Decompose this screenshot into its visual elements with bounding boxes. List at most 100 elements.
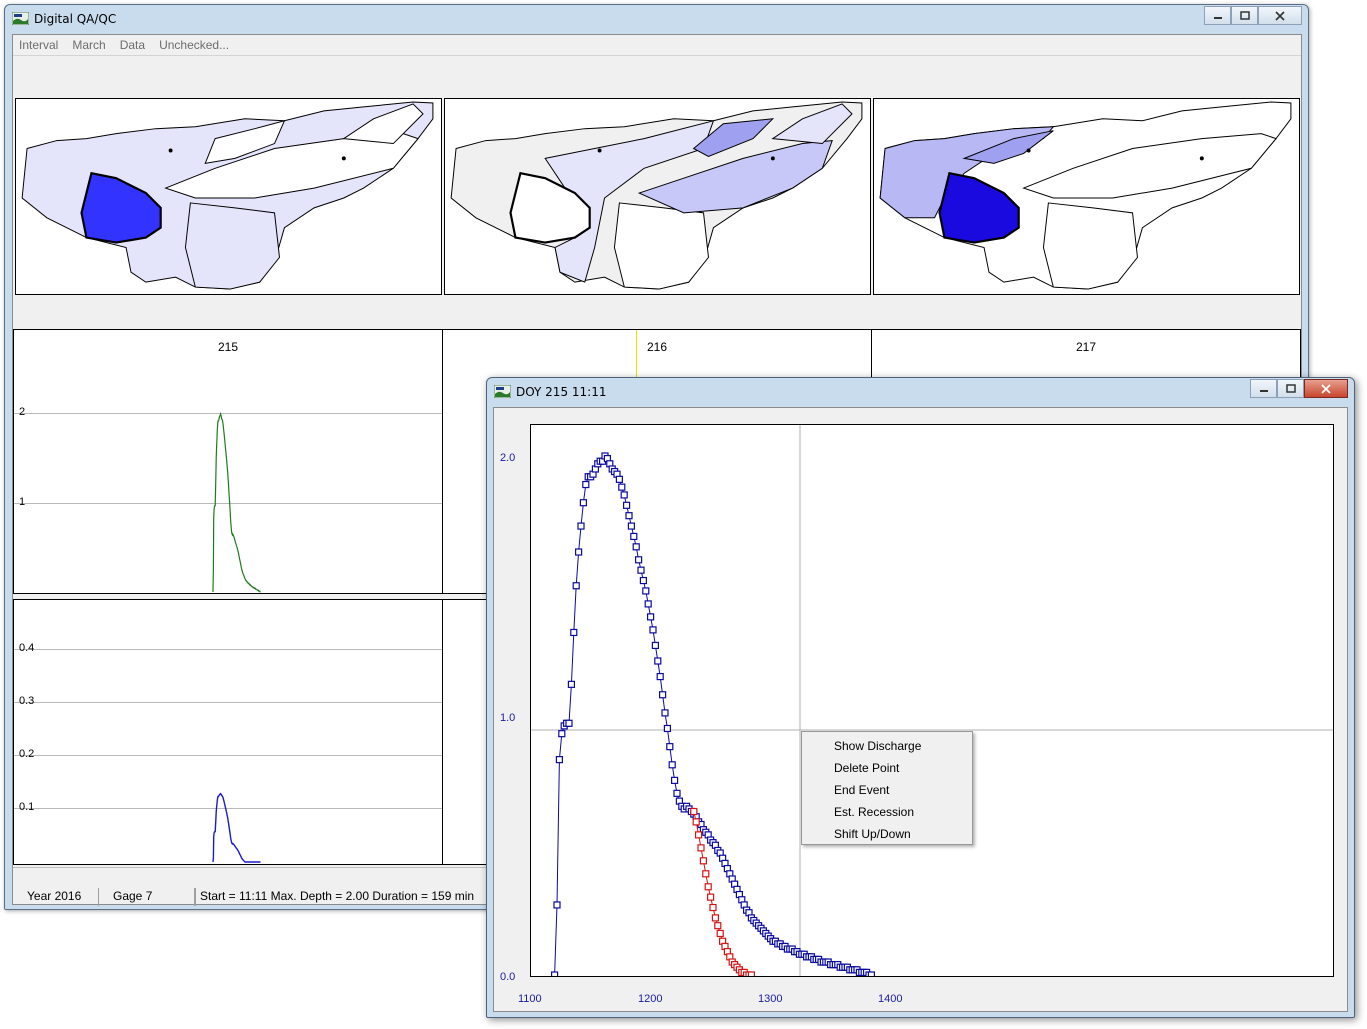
data-point	[646, 613, 655, 621]
data-point	[697, 844, 705, 852]
data-point	[553, 901, 561, 909]
window-title: Digital QA/QC	[34, 12, 117, 26]
menu-interval[interactable]: Interval	[19, 38, 59, 52]
data-point	[615, 475, 624, 483]
data-point	[634, 556, 643, 564]
data-point	[699, 857, 707, 865]
intensity-chart-215[interactable]: 0.4 0.3 0.2 0.1	[13, 599, 443, 865]
data-point	[627, 522, 636, 530]
data-point	[639, 576, 648, 585]
data-point	[651, 641, 660, 650]
close-button[interactable]	[1258, 6, 1302, 25]
data-point	[716, 929, 724, 938]
menu-item-shift-up-down[interactable]: Shift Up/Down	[834, 827, 911, 841]
x-tick-label: 1400	[878, 993, 903, 1005]
minimize-icon	[1213, 16, 1222, 19]
data-point	[565, 719, 573, 727]
data-point	[673, 789, 681, 797]
data-point	[570, 628, 578, 637]
watershed-map-215[interactable]	[15, 98, 442, 295]
close-button[interactable]	[1304, 379, 1348, 398]
data-point	[668, 761, 676, 769]
watershed-map-217[interactable]	[873, 98, 1300, 295]
gridline	[14, 755, 442, 756]
gridline	[14, 413, 442, 414]
usda-logo-icon	[12, 12, 29, 25]
gridline	[14, 702, 442, 703]
day-label: 216	[646, 340, 668, 354]
data-point	[582, 480, 590, 489]
data-point	[622, 501, 631, 509]
hydrograph-dialog: DOY 215 11:11 2.0 1.0 0.0 1100 1200 1300…	[486, 377, 1355, 1018]
data-point	[656, 672, 664, 681]
x-tick-label: 1200	[638, 993, 663, 1005]
y-tick-label: 0.3	[19, 695, 35, 707]
menu-item-delete-point[interactable]: Delete Point	[834, 761, 900, 775]
data-point	[551, 971, 559, 976]
gridline	[14, 503, 442, 504]
menu-data[interactable]: Data	[119, 38, 146, 52]
data-point	[709, 903, 717, 912]
menu-item-end-event[interactable]: End Event	[834, 783, 890, 797]
intensity-trace-215	[212, 792, 261, 863]
data-point	[574, 548, 583, 556]
gridline	[14, 649, 442, 650]
menu-march[interactable]: March	[72, 38, 106, 52]
dialog-title-bar[interactable]: DOY 215 11:11	[487, 378, 1354, 406]
watershed-map-svg	[21, 101, 434, 290]
x-tick-label: 1300	[758, 993, 783, 1005]
y-tick-label: 2	[19, 406, 26, 418]
data-point	[555, 756, 563, 764]
minimize-button[interactable]	[1250, 379, 1277, 398]
maximize-button[interactable]	[1277, 379, 1304, 398]
y-tick-label: 1	[19, 496, 26, 508]
y-tick-label: 0.2	[19, 748, 35, 760]
data-point	[692, 818, 700, 826]
usda-logo-icon	[494, 385, 511, 398]
data-point	[666, 743, 674, 751]
data-point	[747, 971, 755, 976]
data-point	[661, 709, 669, 717]
y-tick-label: 1.0	[500, 712, 516, 724]
data-point	[632, 543, 640, 551]
data-point	[711, 914, 719, 922]
data-point	[659, 691, 667, 699]
menu-unchecked[interactable]: Unchecked...	[159, 38, 230, 52]
data-point	[567, 680, 576, 688]
gage-chart-215[interactable]: 215 2 1	[13, 329, 443, 594]
menu-item-show-discharge[interactable]: Show Discharge	[834, 739, 922, 753]
data-point	[637, 566, 645, 574]
data-point	[620, 491, 628, 499]
data-point	[654, 657, 662, 665]
data-point	[714, 922, 722, 930]
maximize-button[interactable]	[1231, 6, 1258, 25]
status-bar: Year 2016 Gage 7 Start = 11:11 Max. Dept…	[13, 888, 1301, 906]
data-point	[572, 582, 580, 590]
menu-bar: Interval March Data Unchecked...	[13, 35, 1301, 55]
data-point	[577, 522, 585, 530]
hydrograph-svg	[531, 425, 1333, 976]
data-point	[625, 512, 633, 520]
status-year: Year 2016	[13, 888, 99, 906]
data-point	[642, 587, 650, 595]
toolbar-strip	[13, 55, 1301, 95]
watershed-map-svg	[450, 101, 863, 290]
data-point	[618, 483, 626, 491]
data-point	[644, 600, 652, 608]
data-point	[671, 776, 679, 784]
data-point	[867, 971, 875, 976]
minimize-button[interactable]	[1204, 6, 1231, 25]
watershed-map-216[interactable]	[444, 98, 871, 295]
title-bar[interactable]: Digital QA/QC	[5, 5, 1308, 33]
menu-item-est-recession[interactable]: Est. Recession	[834, 805, 915, 819]
gridline	[14, 808, 442, 809]
hydrograph-plot[interactable]	[530, 424, 1334, 977]
day-label: 217	[1075, 340, 1097, 354]
y-tick-label: 0.1	[19, 801, 35, 813]
data-point	[579, 499, 588, 507]
x-tick-label: 1100	[518, 993, 542, 1005]
gage-trace-215	[212, 411, 261, 593]
y-tick-label: 0.4	[19, 642, 35, 654]
watershed-map-svg	[879, 101, 1292, 290]
y-tick-label: 0.0	[500, 971, 516, 983]
